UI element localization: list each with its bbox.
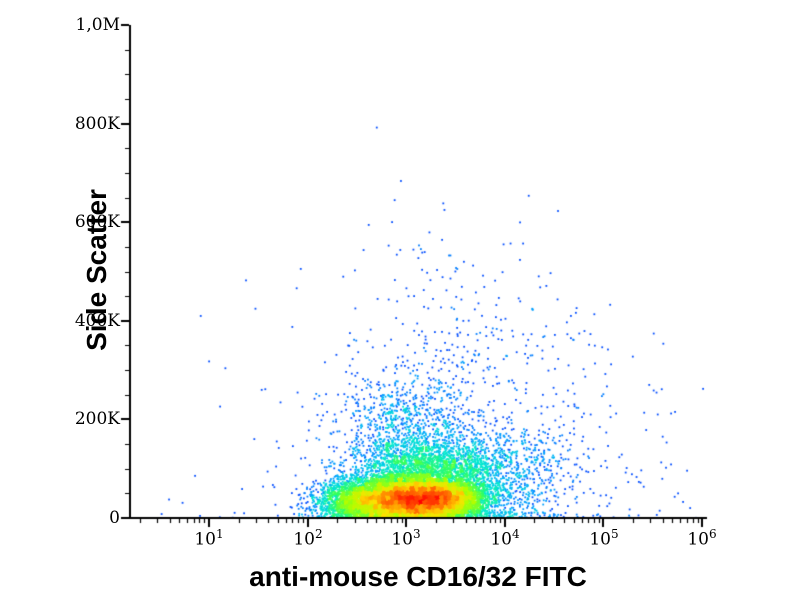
x-axis-label: anti-mouse CD16/32 FITC — [249, 561, 587, 592]
x-tick-label-10e6: 106 — [687, 527, 717, 550]
y-tick-label-0: 0 — [109, 508, 120, 528]
y-tick-label-200k: 200K — [74, 409, 120, 429]
y-tick-label-1m: 1,0M — [75, 15, 120, 35]
y-tick-label-400k: 400K — [74, 311, 120, 331]
y-tick-label-800k: 800K — [74, 114, 120, 134]
x-tick-label-10e5: 105 — [589, 527, 619, 550]
x-tick-label-10e4: 104 — [490, 527, 520, 550]
x-tick-label-10e2: 102 — [293, 527, 323, 550]
x-tick-label-10e3: 103 — [391, 527, 421, 550]
x-tick-label-10e1: 101 — [194, 527, 224, 550]
y-tick-label-600k: 600K — [74, 212, 120, 232]
